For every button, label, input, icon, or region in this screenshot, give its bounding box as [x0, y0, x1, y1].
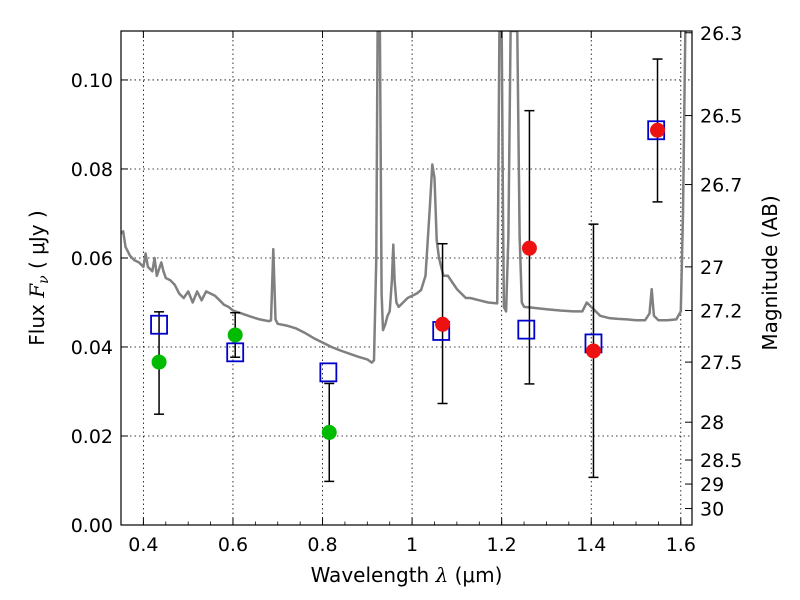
y2-tick-label: 30 [700, 499, 724, 521]
y2-tick-label: 27 [700, 257, 724, 279]
square-marker [226, 342, 245, 363]
y-axis-title-post: ( μJy ) [25, 210, 49, 275]
model-spectrum [121, 31, 687, 364]
red-marker [650, 122, 666, 138]
x-axis-title-pre: Wavelength [311, 563, 436, 587]
green-marker [227, 327, 243, 343]
y2-tick-label: 26.3 [700, 23, 742, 45]
square-marker [517, 319, 536, 340]
y-tick-label: 0.02 [71, 426, 113, 448]
y-tick-label: 0.08 [71, 159, 113, 181]
y2-tick-label: 26.5 [700, 106, 742, 128]
red-marker [435, 316, 451, 332]
y2-tick-label: 27.2 [700, 300, 742, 322]
y-axis-title: Flux Fν ( μJy ) [25, 210, 52, 345]
x-tick-label: 1.4 [576, 534, 606, 556]
y2-axis-title: Magnitude (AB) [758, 195, 782, 350]
red-marker [521, 240, 537, 256]
x-tick-label: 1.6 [666, 534, 696, 556]
axes [120, 30, 693, 526]
green-marker [321, 424, 337, 440]
x-tick-label: 0.6 [218, 534, 248, 556]
x-tick-label: 1.2 [487, 534, 517, 556]
y-axis-title-pre: Flux [25, 298, 49, 346]
y-tick-label: 0.10 [71, 70, 113, 92]
y2-tick-label: 26.7 [700, 175, 742, 197]
square-marker [319, 362, 338, 383]
x-axis-title: Wavelength λ (μm) [311, 563, 503, 587]
y-tick-label: 0.06 [71, 248, 113, 270]
y-tick-label: 0.04 [71, 337, 113, 359]
y2-tick-label: 29 [700, 474, 724, 496]
x-tick-label: 0.8 [307, 534, 337, 556]
y-axis-title-var: F [25, 283, 49, 299]
y2-tick-label: 28.5 [700, 450, 742, 472]
plot-frame [120, 30, 693, 526]
x-axis-title-var: λ [435, 563, 449, 587]
red-marker [585, 343, 601, 359]
axis-labels: 0.4 0.6 0.8 1 1.2 1.4 1.6 0.00 0.02 0.04 0.06 0.08 0… [25, 23, 782, 587]
error-bars [154, 58, 663, 483]
y2-tick-label: 27.5 [700, 352, 742, 374]
data-markers [150, 120, 666, 440]
y2-tick-label: 28 [700, 412, 724, 434]
square-marker [150, 314, 168, 335]
spectrum-line [121, 31, 687, 364]
x-tick-label: 1 [406, 534, 418, 556]
green-marker [151, 354, 167, 370]
y-tick-label: 0.00 [71, 515, 113, 537]
x-tick-label: 0.4 [128, 534, 158, 556]
x-axis-title-post: (μm) [448, 563, 502, 587]
y-axis-title-sub: ν [36, 275, 52, 284]
